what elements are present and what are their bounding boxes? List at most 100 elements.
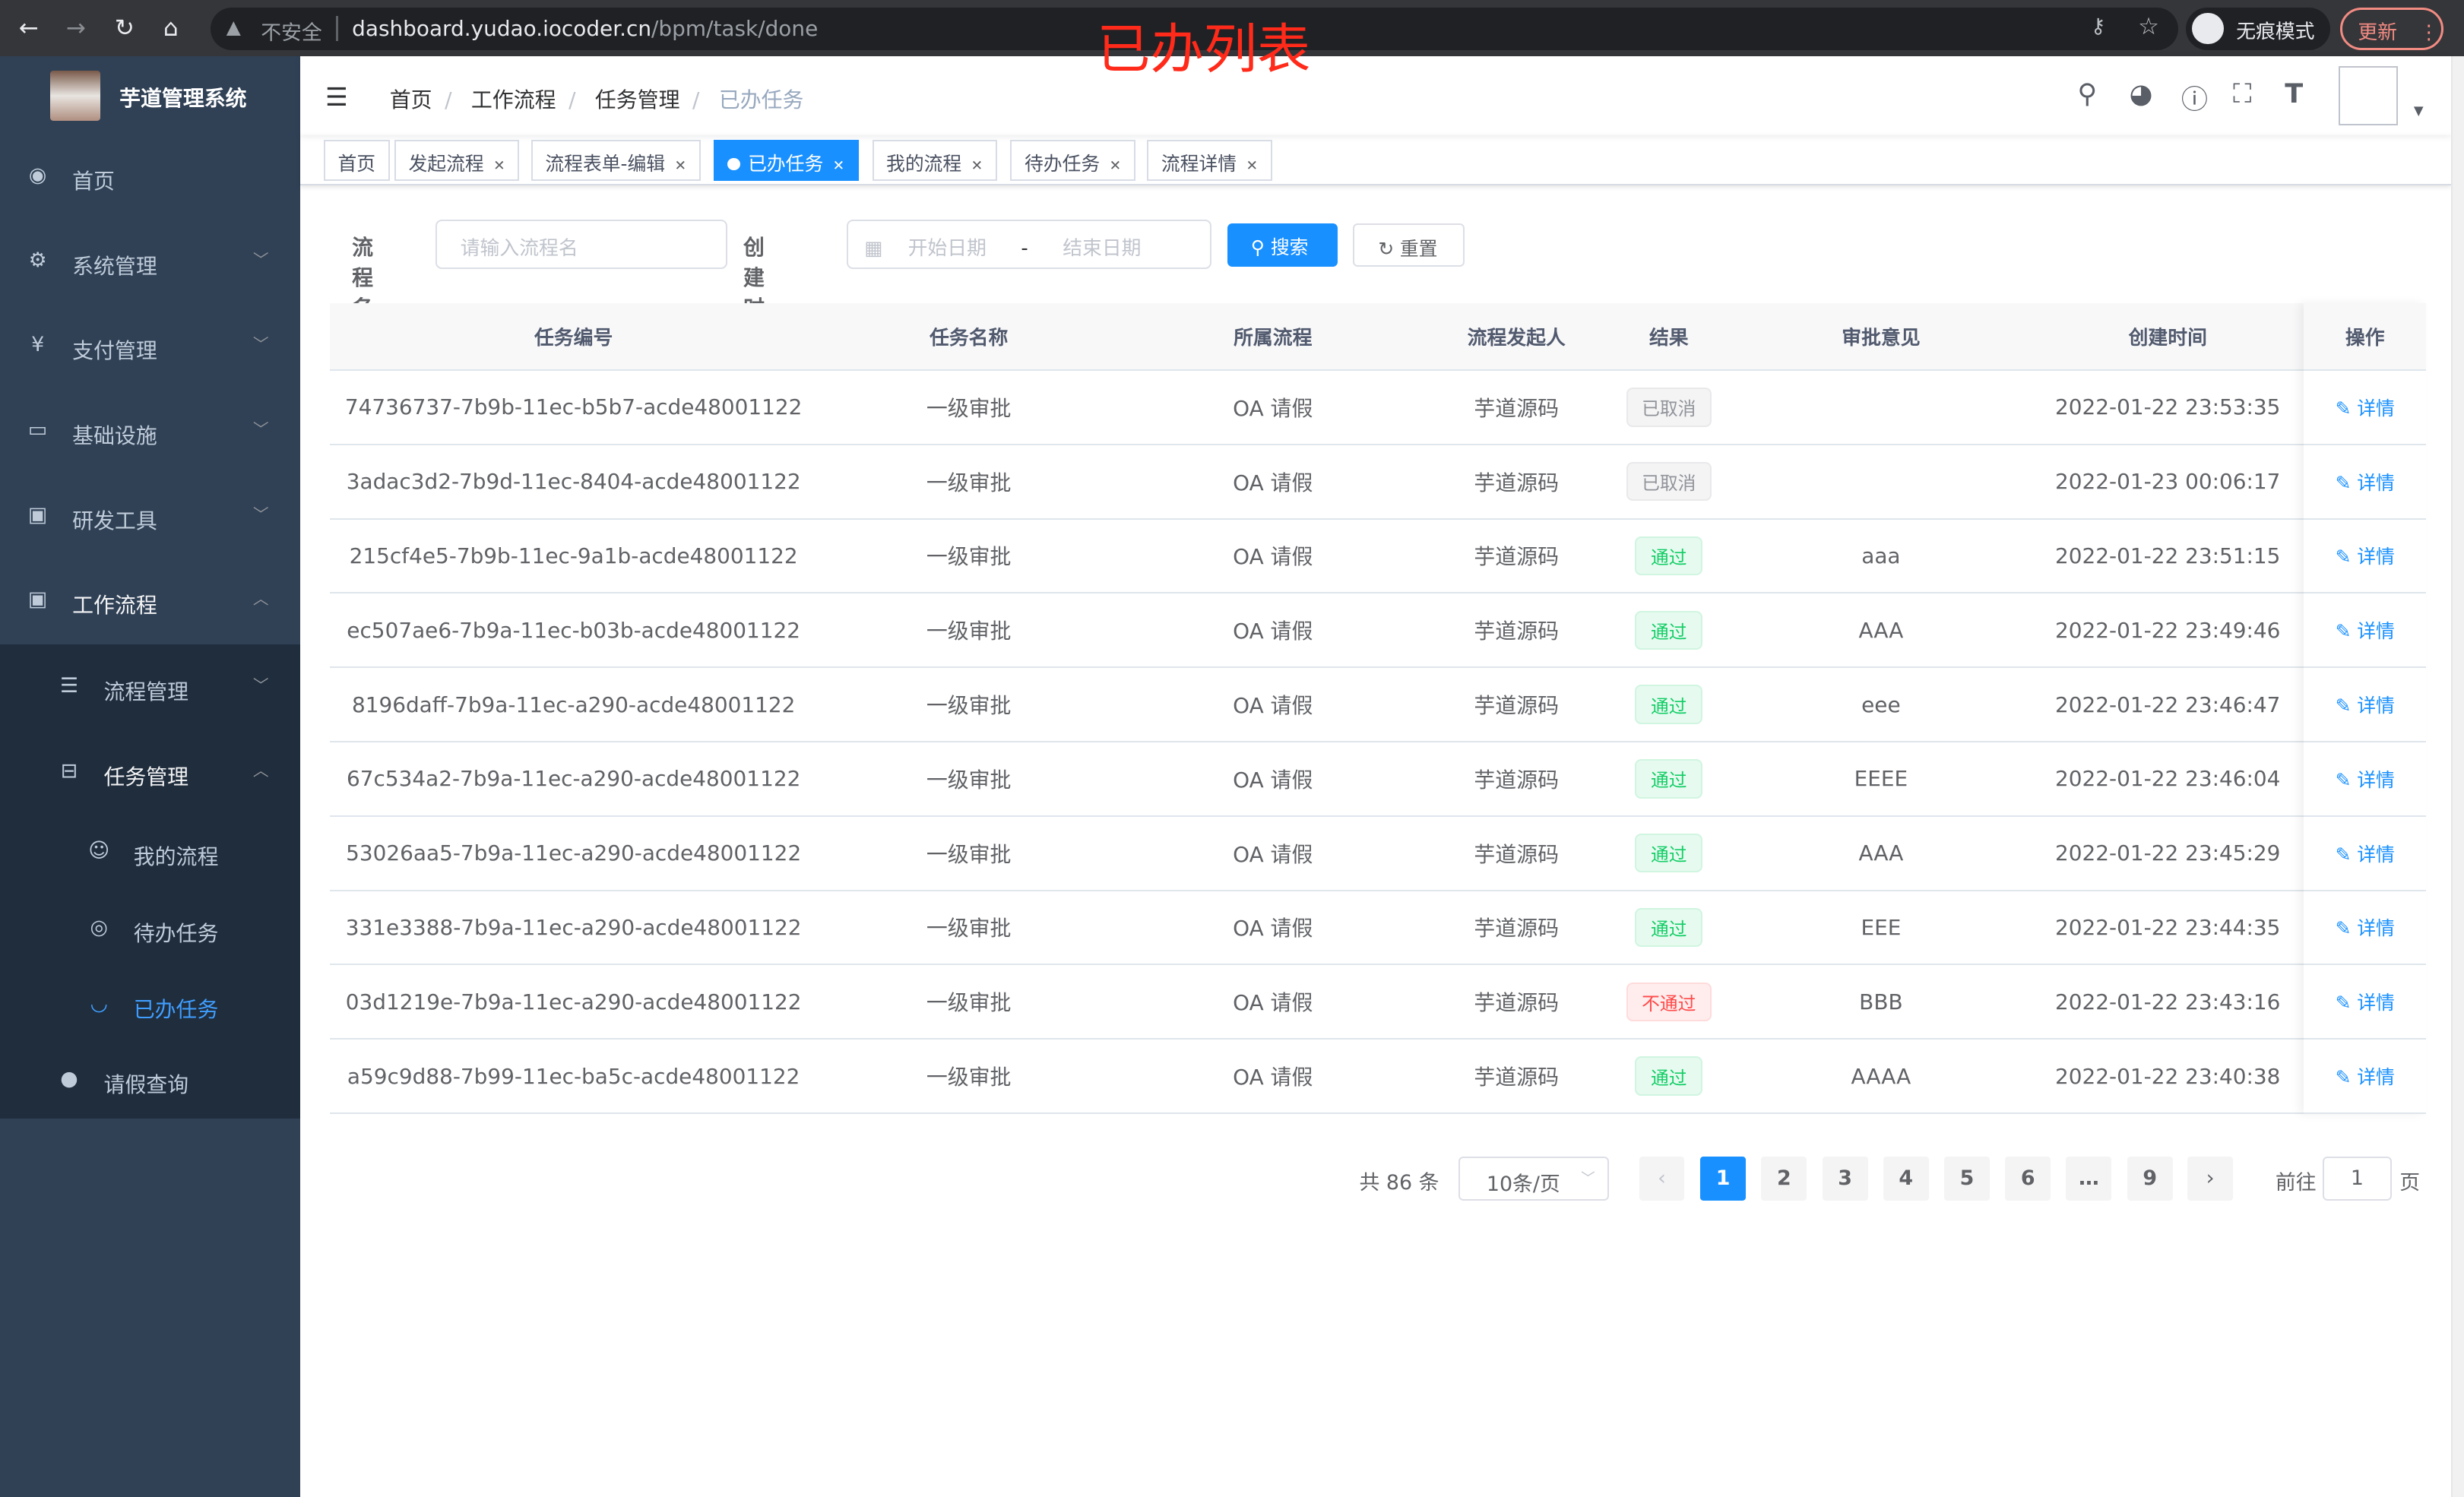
sidebar-item-workflow[interactable]: ▣ 工作流程 ︿ [0, 562, 300, 641]
cell-process: OA 请假 [1233, 619, 1313, 644]
address-bar[interactable]: ▲ 不安全 dashboard.yudao.iocoder.cn/bpm/tas… [211, 8, 2178, 51]
sidebar-item-system[interactable]: ⚙ 系统管理 ﹀ [0, 223, 300, 302]
cell-process: OA 请假 [1233, 841, 1313, 867]
date-range-picker[interactable]: ▦ 开始日期 - 结束日期 [847, 220, 1212, 269]
cell-result: 不通过 [1607, 965, 1730, 1038]
edit-icon: ✎ [2335, 768, 2352, 791]
tag-my-process[interactable]: 我的流程 ✕ [872, 139, 997, 181]
detail-link[interactable]: ✎ 详情 [2335, 546, 2395, 568]
star-icon[interactable]: ☆ [2138, 12, 2159, 40]
page-button[interactable]: 9 [2127, 1156, 2173, 1201]
sidebar-item-todo[interactable]: ◎ 待办任务 [0, 891, 300, 969]
reset-button[interactable]: ↻ 重置 [1353, 223, 1465, 267]
sidebar-item-my-process[interactable]: ☺ 我的流程 [0, 814, 300, 892]
chevron-up-icon: ︿ [252, 761, 269, 780]
avatar[interactable] [2338, 65, 2399, 126]
tag-done-task[interactable]: 已办任务 ✕ [713, 139, 859, 181]
status-badge: 已取消 [1626, 388, 1712, 427]
logo[interactable]: 芋道管理系统 [0, 56, 300, 135]
cell-comment: BBB [1859, 989, 1903, 1014]
breadcrumb-item: 工作流程 [470, 87, 556, 112]
home-icon[interactable]: ⌂ [163, 14, 179, 42]
cell-id: a59c9d88-7b99-11ec-ba5c-acde48001122 [347, 1063, 800, 1089]
detail-link[interactable]: ✎ 详情 [2335, 917, 2395, 940]
search-icon[interactable]: ⚲ [2077, 78, 2098, 110]
cell-name: 一级审批 [926, 619, 1012, 644]
process-name-input[interactable]: 请输入流程名 [435, 220, 728, 269]
edit-icon: ✎ [2335, 992, 2352, 1014]
detail-link[interactable]: ✎ 详情 [2335, 843, 2395, 866]
hamburger-icon[interactable]: ☰ [325, 81, 348, 112]
table-row: 8196daff-7b9a-11ec-a290-acde48001122 一级审批… [330, 668, 2427, 742]
detail-link[interactable]: ✎ 详情 [2335, 992, 2395, 1014]
reload-icon[interactable]: ↻ [114, 14, 135, 42]
sidebar-item-home[interactable]: ◉ 首页 [0, 138, 300, 217]
detail-link[interactable]: ✎ 详情 [2335, 397, 2395, 419]
page-button[interactable]: 2 [1761, 1156, 1807, 1201]
key-icon[interactable]: ⚷ [2090, 14, 2106, 38]
sidebar-item-task-manage[interactable]: ⊟ 任务管理 ︿ [0, 734, 300, 812]
next-page-button[interactable]: › [2187, 1156, 2234, 1201]
caret-down-icon[interactable]: ▼ [2413, 103, 2424, 119]
fullscreen-icon[interactable]: ⛶ [2233, 78, 2252, 110]
search-button[interactable]: ⚲ 搜索 [1227, 223, 1338, 267]
sidebar-item-process-manage[interactable]: ☰ 流程管理 ﹀ [0, 649, 300, 727]
cell-time: 2022-01-22 23:46:47 [2055, 692, 2281, 717]
tag-form-edit[interactable]: 流程表单-编辑 ✕ [530, 139, 701, 181]
detail-link[interactable]: ✎ 详情 [2335, 768, 2395, 791]
logo-image [50, 71, 101, 122]
sidebar-item-devtools[interactable]: ▣ 研发工具 ﹀ [0, 478, 300, 556]
help-icon[interactable]: ⓘ [2181, 84, 2208, 116]
detail-link[interactable]: ✎ 详情 [2335, 620, 2395, 643]
detail-link[interactable]: ✎ 详情 [2335, 1066, 2395, 1088]
sidebar-item-leave[interactable]: ● 请假查询 [0, 1042, 300, 1120]
back-icon[interactable]: ← [18, 14, 39, 42]
goto-page-input[interactable]: 1 [2322, 1156, 2392, 1201]
cell-id: 03d1219e-7b9a-11ec-a290-acde48001122 [345, 989, 802, 1014]
cell-result: 通过 [1607, 1040, 1730, 1112]
sidebar-item-done[interactable]: ◡ 已办任务 [0, 967, 300, 1045]
page-button[interactable]: 5 [1944, 1156, 1990, 1201]
task-table: 任务编号 任务名称 所属流程 流程发起人 结果 审批意见 创建时间 操作 74736737-7… [330, 303, 2427, 1114]
detail-link[interactable]: ✎ 详情 [2335, 471, 2395, 494]
detail-link[interactable]: ✎ 详情 [2335, 695, 2395, 717]
page-button[interactable]: 4 [1883, 1156, 1929, 1201]
page-button[interactable]: 1 [1700, 1156, 1747, 1201]
font-size-icon[interactable]: T [2285, 78, 2304, 110]
page-button[interactable]: … [2066, 1156, 2112, 1201]
github-icon[interactable]: ◕ [2129, 78, 2153, 110]
page-size-select[interactable]: 10条/页 ﹀ [1458, 1156, 1610, 1201]
incognito-icon [2192, 12, 2224, 44]
table-row: 3adac3d2-7b9d-11ec-8404-acde48001122 一级审批… [330, 445, 2427, 520]
cell-time: 2022-01-22 23:46:04 [2055, 766, 2281, 792]
submenu-background [0, 644, 300, 1119]
insecure-label: 不安全 [261, 21, 322, 45]
tag-todo-task[interactable]: 待办任务 ✕ [1010, 139, 1135, 181]
sidebar-item-infra[interactable]: ▭ 基础设施 ﹀ [0, 393, 300, 471]
scrollbar[interactable] [2451, 56, 2464, 1497]
total-count: 共 86 条 [1359, 1171, 1439, 1195]
chevron-down-icon: ﹀ [252, 676, 269, 695]
forward-icon[interactable]: → [65, 14, 86, 42]
cell-comment [1730, 371, 2032, 444]
cell-name: 一级审批 [926, 395, 1012, 421]
column-header: 审批意见 [1842, 326, 1921, 350]
breadcrumb-item[interactable]: 首页 [389, 87, 432, 112]
page-button[interactable]: 3 [1822, 1156, 1868, 1201]
status-badge: 已取消 [1626, 461, 1712, 502]
cell-process: OA 请假 [1233, 470, 1313, 495]
incognito-indicator[interactable]: 无痕模式 [2186, 8, 2331, 51]
column-header: 所属流程 [1234, 326, 1313, 350]
cell-action: ✎ 详情 [2304, 742, 2426, 815]
url[interactable]: dashboard.yudao.iocoder.cn/bpm/task/done [352, 15, 819, 41]
list-icon: ☰ [59, 673, 78, 698]
tag-start-process[interactable]: 发起流程 ✕ [394, 139, 520, 181]
prev-page-button[interactable]: ‹ [1639, 1156, 1685, 1201]
tag-home[interactable]: 首页 [323, 139, 390, 181]
sidebar-item-pay[interactable]: ¥ 支付管理 ﹀ [0, 308, 300, 386]
column-header: 结果 [1648, 326, 1689, 350]
page-button[interactable]: 6 [2005, 1156, 2051, 1201]
tag-process-detail[interactable]: 流程详情 ✕ [1147, 139, 1272, 181]
table-row: a59c9d88-7b99-11ec-ba5c-acde48001122 一级审批… [330, 1040, 2427, 1114]
update-button[interactable]: 更新 ⋮ [2339, 8, 2444, 51]
